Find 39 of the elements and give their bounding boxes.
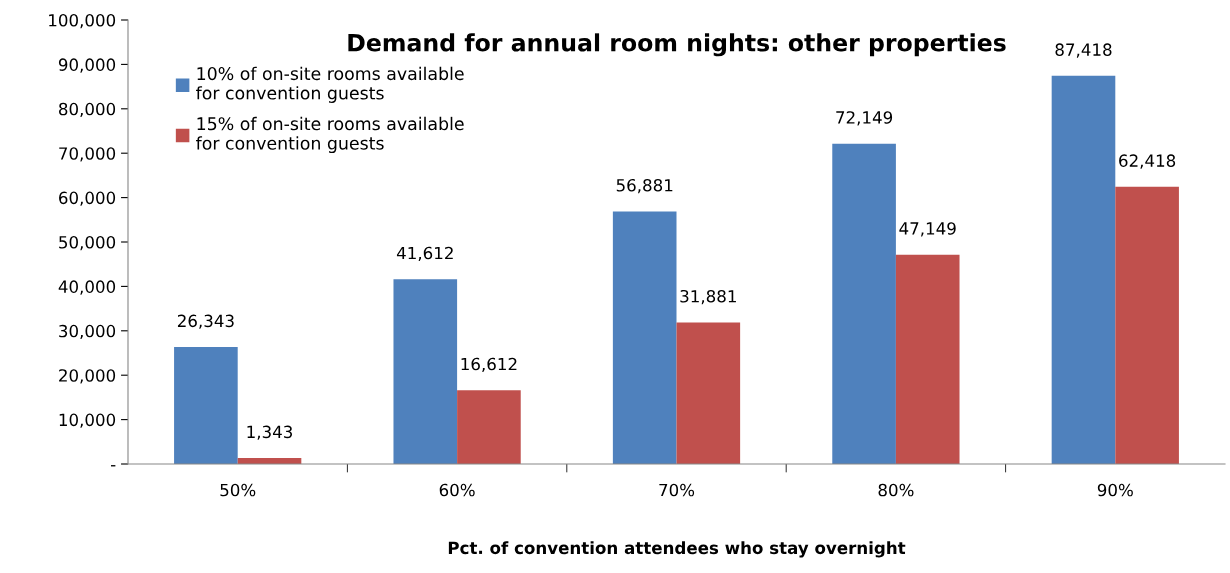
- bar: [174, 347, 238, 464]
- legend-label: 15% of on-site rooms available for convention guests: [196, 116, 464, 154]
- text: Demand for annual room nights: other properties: [348, 33, 1006, 57]
- data-label: 47,149: [899, 222, 956, 237]
- x-tick-label: 50%: [220, 483, 256, 497]
- bar: [832, 143, 896, 464]
- y-tick-label: 20,000: [59, 369, 116, 384]
- y-tick-label: 90,000: [58, 58, 116, 73]
- data-label: 72,149: [836, 111, 893, 126]
- bar: [612, 211, 677, 464]
- bar: [393, 279, 458, 464]
- y-tick-label: 70,000: [59, 147, 116, 162]
- data-label: 16,612: [461, 357, 517, 373]
- y-tick-label: 50,000: [59, 235, 116, 251]
- data-label: 56,881: [616, 178, 673, 194]
- legend-label: 10% of on-site rooms available for convention guests: [196, 66, 464, 103]
- data-label: 26,343: [177, 314, 234, 329]
- y-tick-label: 100,000: [49, 13, 116, 29]
- data-label: 41,612: [396, 246, 453, 262]
- data-label: 31,881: [680, 289, 736, 305]
- bar: [1115, 186, 1179, 464]
- y-tick-label: 80,000: [59, 102, 116, 118]
- bar: [676, 322, 741, 464]
- data-label: 1,343: [247, 425, 293, 440]
- x-tick-label: 70%: [659, 483, 695, 497]
- x-axis-title: Pct. of convention attendees who stay overnight: [448, 541, 906, 558]
- bar: [1051, 75, 1116, 464]
- y-tick-label: -: [111, 465, 116, 467]
- y-tick-label: 30,000: [59, 324, 116, 340]
- bar: [457, 390, 521, 464]
- y-tick-label: 10,000: [59, 413, 116, 428]
- x-tick-label: 60%: [439, 483, 475, 497]
- data-label: 87,418: [1055, 43, 1112, 58]
- y-tick-label: 60,000: [59, 191, 116, 206]
- x-tick-label: 90%: [1097, 483, 1133, 497]
- data-label: 62,418: [1119, 154, 1176, 169]
- y-tick-label: 40,000: [58, 280, 116, 295]
- bar: [895, 254, 960, 464]
- x-tick-label: 80%: [878, 483, 914, 497]
